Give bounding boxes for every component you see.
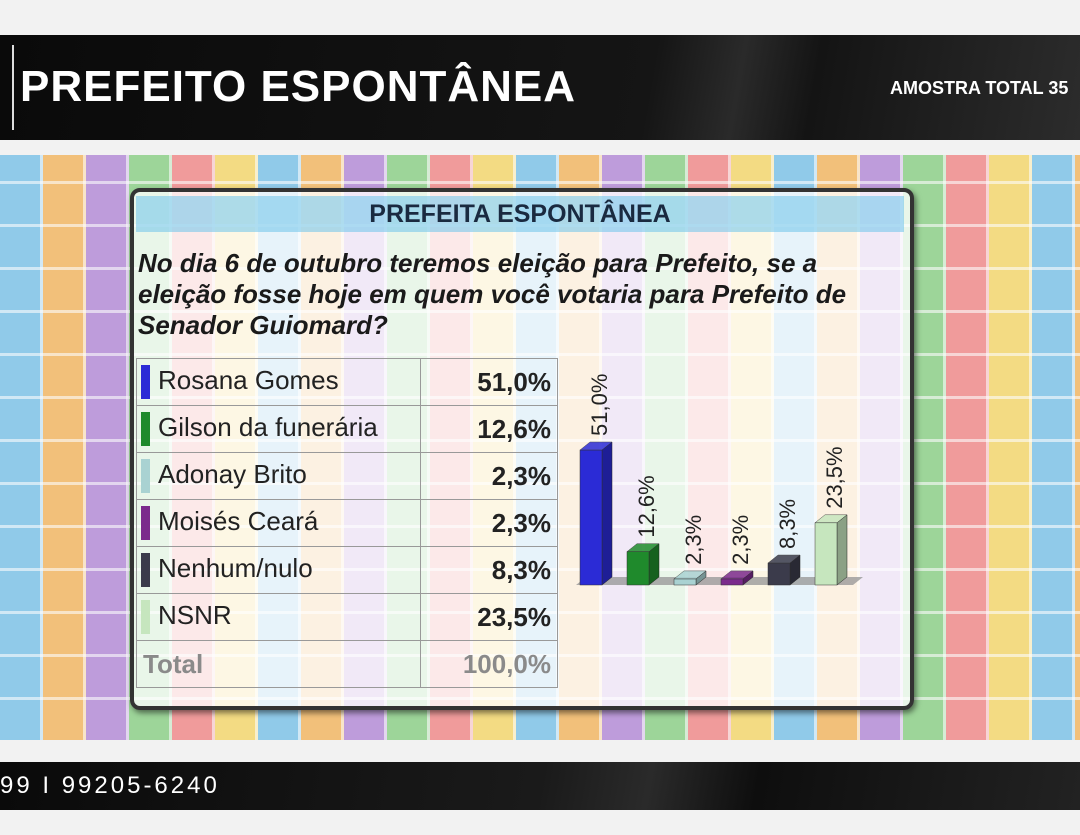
value-label: 2,3%: [420, 499, 558, 547]
name-cell: Nenhum/nulo: [136, 546, 421, 594]
bar: [720, 578, 744, 586]
category-label: Moisés Ceará: [158, 505, 319, 536]
value-label: 8,3%: [420, 546, 558, 594]
bar-value-label: 2,3%: [728, 515, 753, 565]
name-cell: Rosana Gomes: [136, 358, 421, 406]
color-chip: [141, 459, 150, 494]
color-chip: [141, 553, 150, 588]
table-row: Adonay Brito 2,3%: [136, 452, 558, 500]
total-value: 100,0%: [420, 640, 558, 688]
total-label: Total: [136, 640, 421, 688]
name-cell: Moisés Ceará: [136, 499, 421, 547]
bar-top: [767, 554, 801, 564]
bar: [673, 578, 697, 586]
value-label: 23,5%: [420, 593, 558, 641]
bar-chart: 51,0% 12,6% 2,3% 2,3% 8,3% 23,5%: [576, 374, 863, 586]
bar-value-label: 8,3%: [775, 499, 800, 549]
header-bar: [0, 35, 1080, 140]
bar-value-label: 2,3%: [681, 515, 706, 565]
name-cell: Gilson da funerária: [136, 405, 421, 453]
value-label: 12,6%: [420, 405, 558, 453]
bar: [626, 551, 650, 586]
color-chip: [141, 365, 150, 400]
bar-top: [579, 441, 613, 451]
table-row: Rosana Gomes 51,0%: [136, 358, 558, 406]
value-label: 2,3%: [420, 452, 558, 500]
contact: 99 I 99205-6240: [0, 772, 220, 799]
header-title: PREFEITO ESPONTÂNEA: [20, 62, 577, 111]
bar-value-label: 12,6%: [634, 475, 659, 537]
results-table: Rosana Gomes 51,0% Gilson da funerária 12,6…: [136, 358, 558, 688]
value-label: 51,0%: [420, 358, 558, 406]
color-chip: [141, 506, 150, 541]
bar-top: [814, 514, 848, 524]
footer-bar: [0, 762, 1080, 810]
bar-top: [720, 570, 754, 580]
total-row: Total 100,0%: [136, 640, 558, 688]
question: No dia 6 de outubro teremos eleição para…: [138, 248, 847, 340]
color-chip: [141, 412, 150, 447]
table-row: Nenhum/nulo 8,3%: [136, 546, 558, 594]
bar-side: [601, 441, 613, 586]
divider: [12, 45, 14, 130]
category-label: NSNR: [158, 599, 232, 630]
bar-value-label: 23,5%: [822, 446, 847, 508]
category-label: Rosana Gomes: [158, 364, 339, 395]
category-label: Gilson da funerária: [158, 411, 378, 442]
category-label: Adonay Brito: [158, 458, 307, 489]
table-row: Gilson da funerária 12,6%: [136, 405, 558, 453]
bar-value-label: 51,0%: [587, 374, 612, 436]
table-row: NSNR 23,5%: [136, 593, 558, 641]
table-row: Moisés Ceará 2,3%: [136, 499, 558, 547]
bar-top: [673, 570, 707, 580]
name-cell: NSNR: [136, 593, 421, 641]
category-label: Nenhum/nulo: [158, 552, 313, 583]
bar: [767, 562, 791, 586]
bar: [579, 449, 603, 586]
color-chip: [141, 600, 150, 635]
bar: [814, 522, 838, 586]
bar-side: [836, 514, 848, 586]
chart-title: PREFEITA ESPONTÂNEA: [136, 196, 904, 232]
bar-top: [626, 543, 660, 552]
name-cell: Adonay Brito: [136, 452, 421, 500]
sample-size: AMOSTRA TOTAL 35: [890, 78, 1069, 98]
